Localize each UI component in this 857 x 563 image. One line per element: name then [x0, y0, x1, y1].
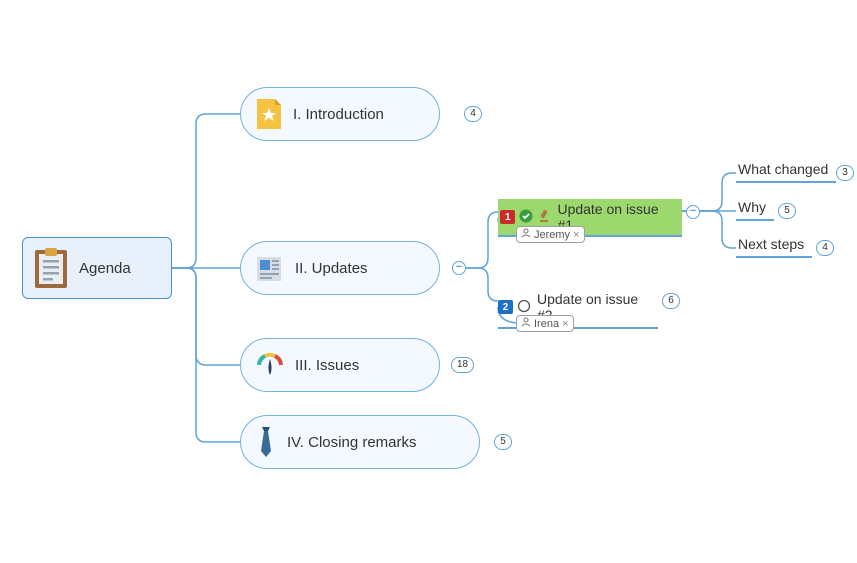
news-icon	[255, 253, 285, 283]
circle-icon	[517, 299, 531, 316]
topic-closing[interactable]: IV. Closing remarks	[240, 415, 480, 469]
badge-issues: 18	[451, 357, 474, 373]
root-label: Agenda	[79, 260, 131, 277]
leaf-what-changed[interactable]: What changed	[736, 159, 836, 183]
topic-label: I. Introduction	[293, 106, 384, 123]
close-icon[interactable]: ×	[573, 229, 579, 241]
star-doc-icon	[255, 97, 283, 131]
topic-issues[interactable]: III. Issues	[240, 338, 440, 392]
tie-icon	[255, 425, 277, 459]
badge-issue-2: 6	[662, 293, 680, 309]
person-icon	[521, 228, 531, 241]
clipboard-icon	[33, 246, 69, 290]
gauge-icon	[255, 351, 285, 379]
priority-2-badge: 2	[498, 300, 513, 314]
gavel-icon	[537, 209, 551, 226]
topic-label: IV. Closing remarks	[287, 434, 417, 451]
topic-label: II. Updates	[295, 260, 368, 277]
person-icon	[521, 317, 531, 330]
leaf-next-steps[interactable]: Next steps	[736, 234, 812, 258]
badge-closing: 5	[494, 434, 512, 450]
leaf-label: Next steps	[738, 236, 804, 252]
topic-label: III. Issues	[295, 357, 359, 374]
person-tag-jeremy[interactable]: Jeremy ×	[516, 226, 585, 243]
person-name: Jeremy	[534, 229, 570, 241]
topic-updates[interactable]: II. Updates	[240, 241, 440, 295]
badge-intro: 4	[464, 106, 482, 122]
close-icon[interactable]: ×	[562, 318, 568, 330]
root-node[interactable]: Agenda	[22, 237, 172, 299]
leaf-label: What changed	[738, 161, 828, 177]
person-tag-irena[interactable]: Irena ×	[516, 315, 574, 332]
badge-what-changed: 3	[836, 165, 854, 181]
check-icon	[519, 209, 533, 226]
topic-introduction[interactable]: I. Introduction	[240, 87, 440, 141]
leaf-label: Why	[738, 199, 766, 215]
expand-updates[interactable]: −	[452, 261, 466, 275]
expand-issue-1[interactable]: −	[686, 205, 700, 219]
leaf-why[interactable]: Why	[736, 197, 774, 221]
badge-next-steps: 4	[816, 240, 834, 256]
priority-1-badge: 1	[500, 210, 515, 224]
badge-why: 5	[778, 203, 796, 219]
person-name: Irena	[534, 318, 559, 330]
